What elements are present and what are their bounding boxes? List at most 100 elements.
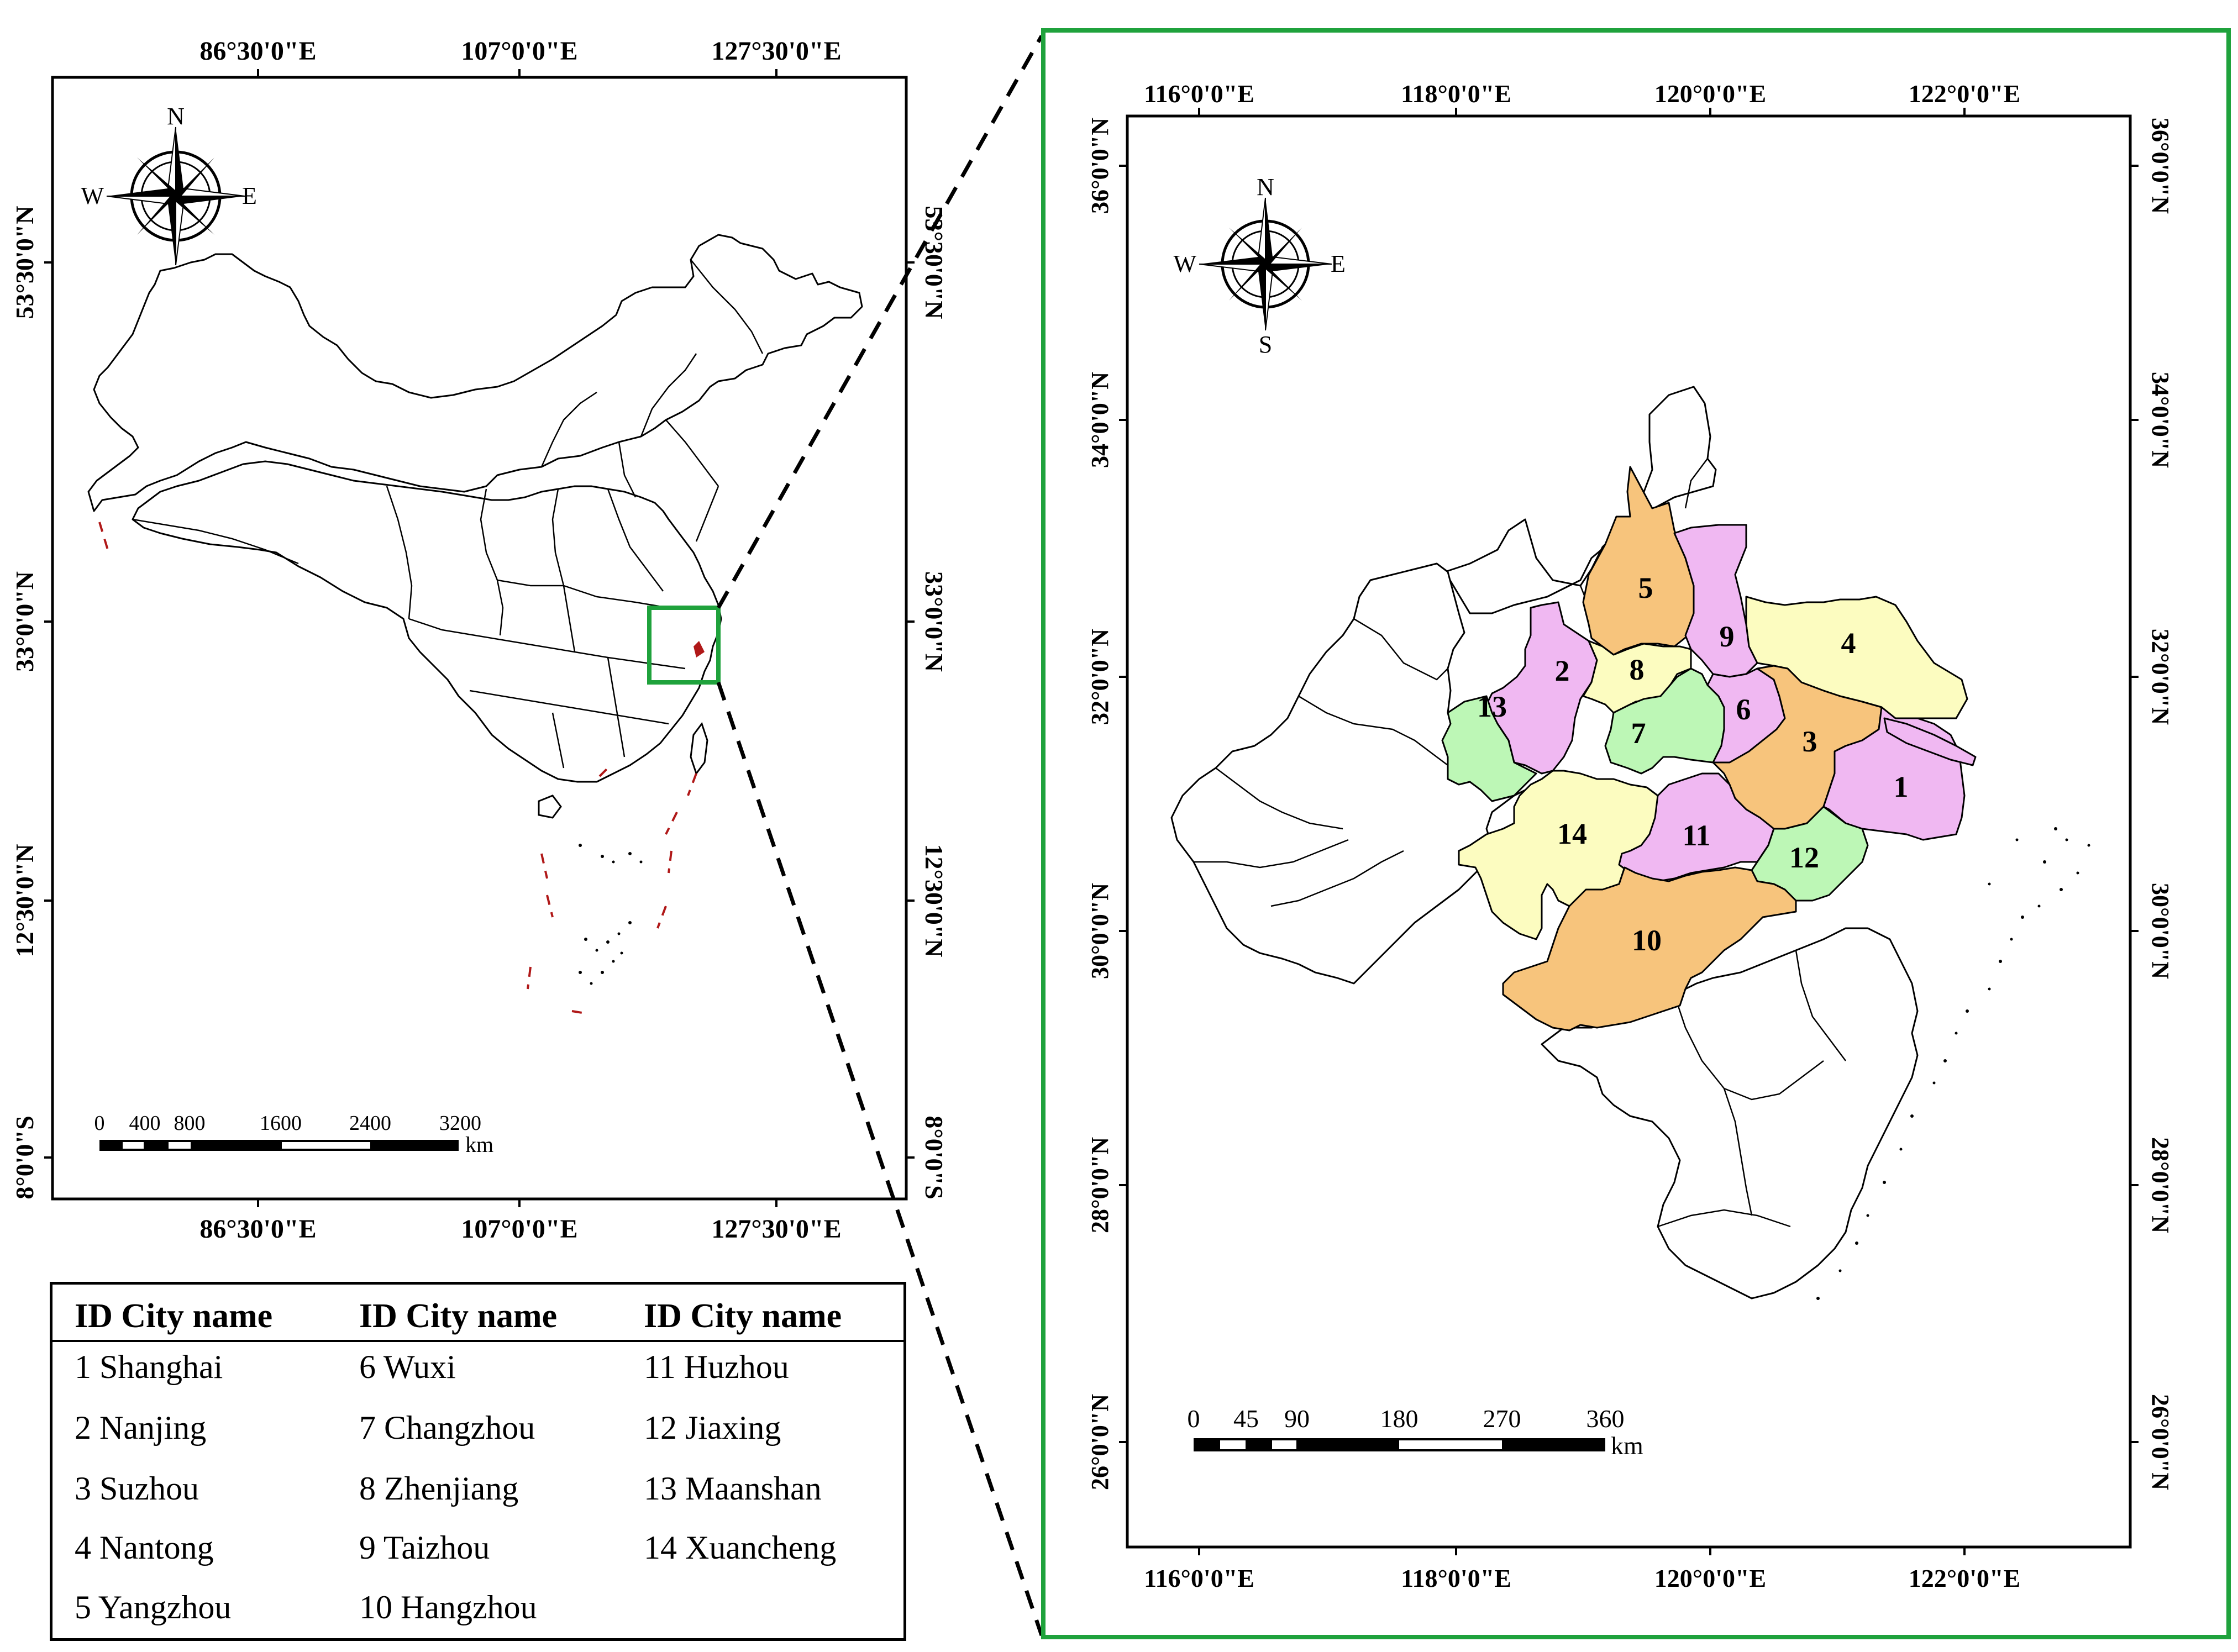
table-cell: 4 Nantong [75, 1529, 214, 1566]
table-cell: 13 Maanshan [644, 1470, 822, 1507]
overview-lat-label-left: 33°0'0"N [10, 571, 39, 672]
overview-scale-label: 1600 [260, 1112, 302, 1135]
table-cell: 12 Jiaxing [644, 1409, 781, 1446]
table-cell: 6 Wuxi [359, 1349, 456, 1385]
compass-w-label: W [81, 182, 104, 209]
detail-scale-label: 360 [1586, 1404, 1625, 1433]
overview-scale-bar: 0 400 800 1600 2400 3200 km [94, 1112, 494, 1157]
detail-lon-label-top: 118°0'0"E [1401, 80, 1511, 108]
overview-lon-label-top: 127°30'0"E [711, 36, 841, 66]
detail-scale-label: 90 [1284, 1404, 1310, 1433]
overview-scale-label: 0 [94, 1112, 105, 1135]
city-id-label: 4 [1841, 627, 1856, 660]
city-region-taizhou [1673, 524, 1758, 678]
city-legend-table-header: ID City name ID City name ID City name [52, 1285, 903, 1342]
city-id-label: 5 [1638, 571, 1653, 604]
overview-lat-label-left: 53°30'0"N [10, 206, 39, 319]
city-id-label: 7 [1631, 717, 1646, 750]
detail-lat-label-left: 30°0'0"N [1086, 883, 1113, 979]
coastal-islands [1816, 827, 2090, 1300]
detail-lat-label-left: 32°0'0"N [1086, 629, 1113, 725]
overview-lon-label-bottom: 107°0'0"E [461, 1214, 577, 1244]
overview-lon-label-bottom: 86°30'0"E [199, 1214, 316, 1244]
detail-lat-label-right: 36°0'0"N [2147, 118, 2174, 214]
city-id-label: 3 [1803, 725, 1817, 758]
detail-lon-label-bottom: 120°0'0"E [1654, 1564, 1766, 1592]
detail-lon-label-top: 122°0'0"E [1909, 80, 2020, 108]
overview-lat-label-right: 33°0'0"N [920, 571, 948, 672]
detail-lon-label-top: 120°0'0"E [1654, 80, 1766, 108]
detail-scale-unit: km [1611, 1432, 1643, 1460]
table-cell: 10 Hangzhou [359, 1589, 537, 1625]
city-id-label: 11 [1682, 819, 1710, 852]
detail-map: 116°0'0"E 118°0'0"E 120°0'0"E 122°0'0"E … [1041, 28, 2231, 1639]
table-cell: 3 Suzhou [75, 1470, 199, 1507]
city-id-label: 13 [1477, 690, 1507, 723]
city-id-label: 2 [1555, 654, 1570, 687]
detail-compass-s-label: S [1259, 331, 1272, 358]
zoom-connector-lines [716, 35, 1044, 1637]
overview-lat-label-right: 8°0'0"S [920, 1116, 948, 1199]
table-cell: 8 Zhenjiang [359, 1470, 519, 1507]
overview-scale-label: 800 [174, 1112, 206, 1135]
table-cell: 14 Xuancheng [644, 1529, 837, 1566]
overview-map: 86°30'0"E 107°0'0"E 127°30'0"E 86°30'0"E… [10, 36, 948, 1244]
detail-compass-e-label: E [1331, 250, 1346, 277]
detail-lat-label-left: 28°0'0"N [1086, 1137, 1113, 1233]
detail-lon-label-bottom: 118°0'0"E [1401, 1564, 1511, 1592]
city-id-label: 9 [1720, 620, 1735, 653]
table-header-cell: ID City name [359, 1297, 558, 1335]
south-sea-islands [579, 844, 643, 985]
detail-compass-n-label: N [1257, 173, 1274, 201]
detail-ticks [1119, 108, 2139, 1555]
city-region-maanshan [1441, 695, 1537, 802]
city-id-label: 14 [1557, 817, 1587, 850]
detail-scale-label: 270 [1483, 1404, 1521, 1433]
chongming-island [1883, 717, 1977, 766]
overview-ticks [44, 69, 915, 1207]
city-id-label: 12 [1789, 841, 1819, 874]
china-outline [87, 234, 863, 783]
detail-lat-label-right: 30°0'0"N [2147, 883, 2174, 979]
detail-lon-label-bottom: 116°0'0"E [1144, 1564, 1254, 1592]
table-cell: 7 Changzhou [359, 1409, 535, 1446]
detail-lat-label-right: 34°0'0"N [2147, 372, 2174, 468]
detail-lat-label-right: 28°0'0"N [2147, 1137, 2174, 1233]
detail-lat-label-left: 34°0'0"N [1086, 372, 1113, 468]
overview-lat-label-right: 12°30'0"N [920, 844, 948, 957]
city-id-label: 8 [1630, 653, 1645, 686]
overview-scale-label: 2400 [349, 1112, 391, 1135]
city-region-hangzhou [1502, 866, 1797, 1032]
city-id-label: 1 [1894, 770, 1909, 803]
province-borders [132, 259, 764, 769]
detail-scale-label: 45 [1233, 1404, 1259, 1433]
detail-lon-label-bottom: 122°0'0"E [1909, 1564, 2020, 1592]
table-cell: 9 Taizhou [359, 1529, 490, 1566]
detail-scale-bar: 0 45 90 180 270 360 km [1188, 1404, 1644, 1460]
overview-lon-label-top: 107°0'0"E [461, 36, 577, 66]
overview-lat-label-left: 8°0'0"S [10, 1116, 39, 1199]
table-header-cell: ID City name [75, 1297, 273, 1335]
detail-compass-w-label: W [1173, 250, 1196, 277]
detail-lat-label-right: 32°0'0"N [2147, 629, 2174, 725]
study-area-fill [694, 641, 705, 657]
city-region-huzhou [1618, 772, 1775, 882]
detail-lat-label-right: 26°0'0"N [2147, 1394, 2174, 1490]
table-cell: 1 Shanghai [75, 1349, 223, 1385]
nine-dash-line [98, 522, 697, 1015]
study-area-box [647, 606, 721, 685]
city-legend-table: ID City name ID City name ID City name 1… [50, 1282, 906, 1641]
compass-n-label: N [167, 103, 185, 130]
table-cell: 11 Huzhou [644, 1349, 789, 1385]
overview-lat-label-left: 12°30'0"N [10, 844, 39, 957]
taiwan-outline [690, 722, 708, 776]
table-cell: 5 Yangzhou [75, 1589, 232, 1625]
hainan-outline [538, 795, 562, 819]
detail-compass-rose-icon: N S W E [1173, 173, 1345, 358]
overview-lon-label-top: 86°30'0"E [199, 36, 316, 66]
detail-lat-label-left: 26°0'0"N [1086, 1394, 1113, 1490]
detail-scale-label: 0 [1188, 1404, 1200, 1433]
overview-scale-unit: km [465, 1132, 493, 1157]
detail-scale-label: 180 [1380, 1404, 1419, 1433]
